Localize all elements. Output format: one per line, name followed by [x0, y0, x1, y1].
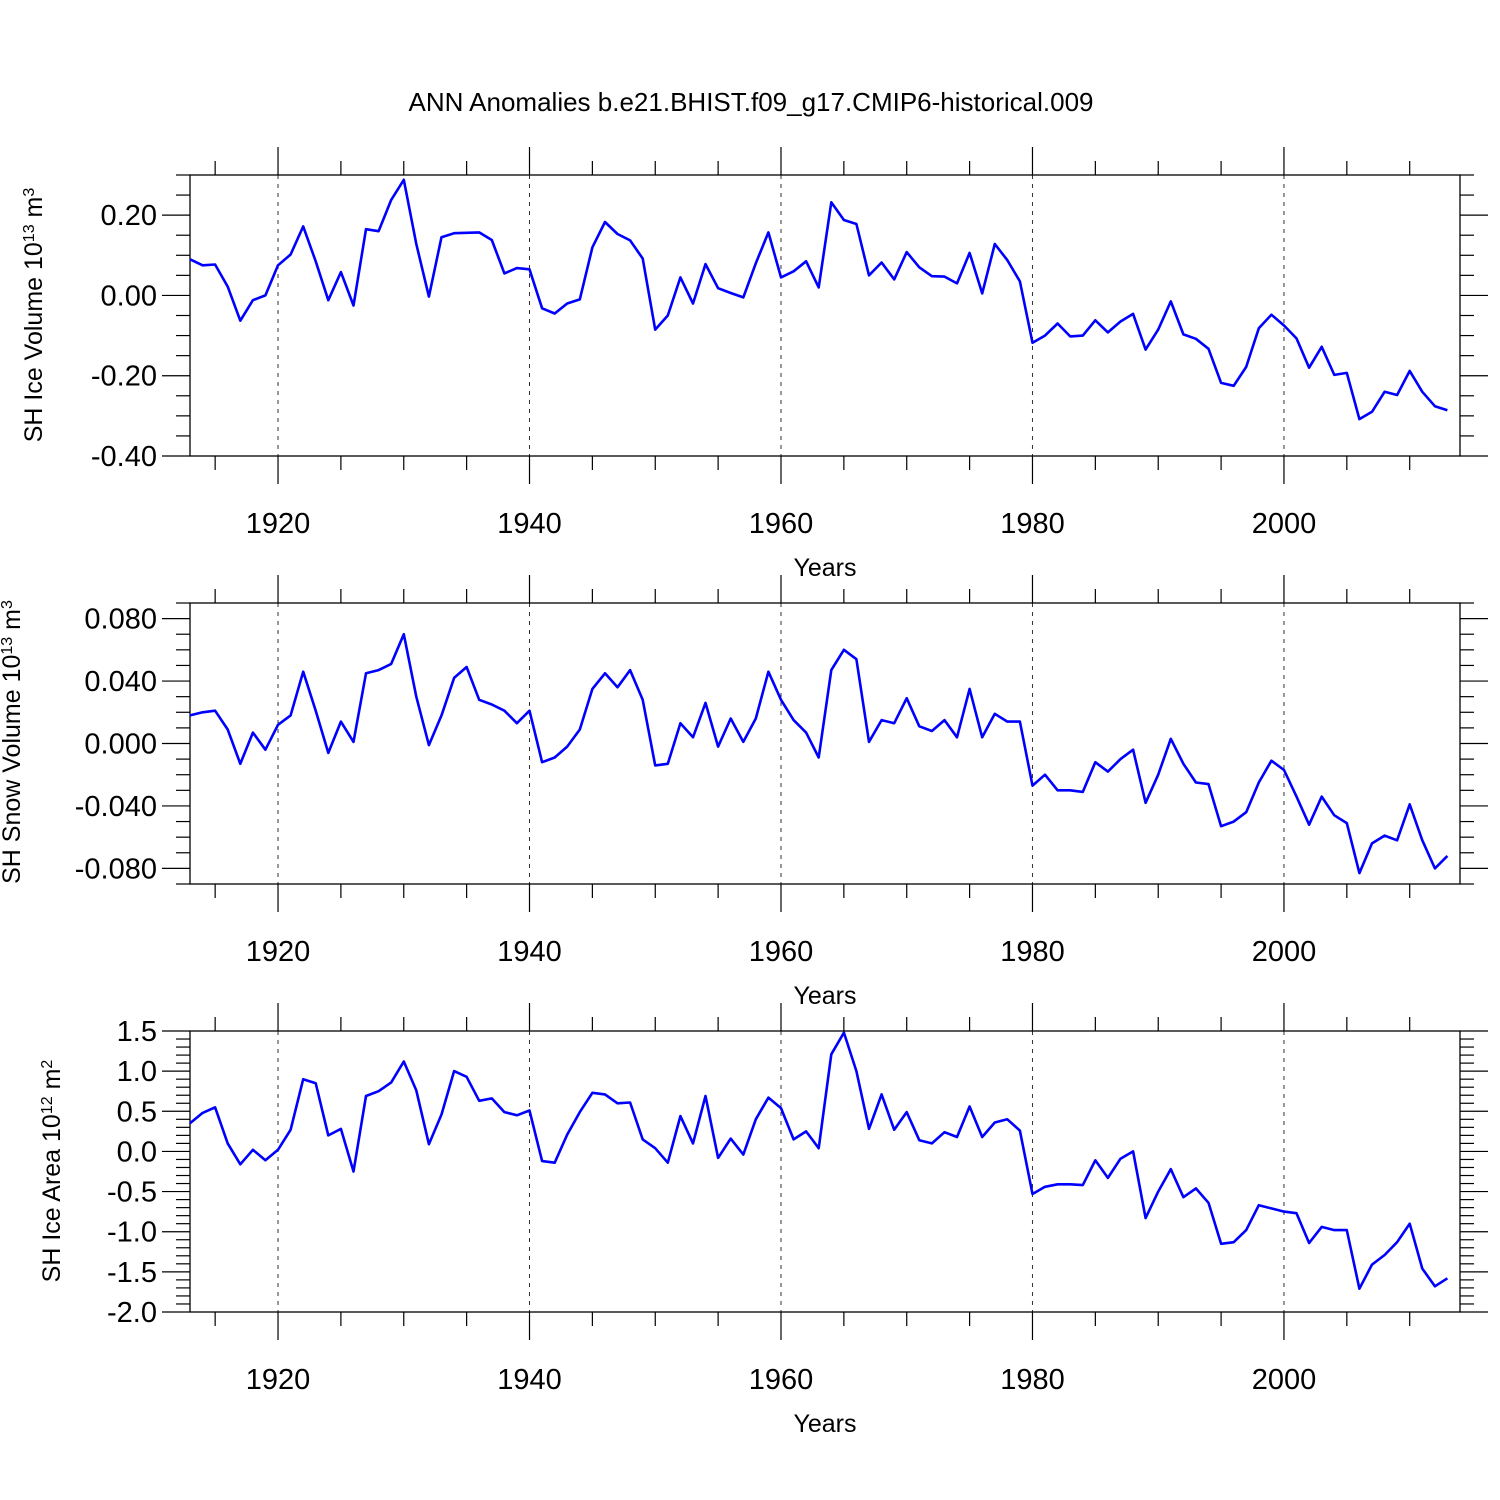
- y-tick-label: 1.0: [117, 1056, 157, 1088]
- chart-title: ANN Anomalies b.e21.BHIST.f09_g17.CMIP6-…: [408, 87, 1093, 117]
- panel-snow-volume: SH Snow Volume 1013 m3 Years -0.080 -0.04…: [0, 575, 1488, 1010]
- y-tick-label: -0.040: [75, 791, 157, 823]
- x-tick-label: 1920: [246, 1364, 311, 1396]
- y-axis-label-exponent: 13: [0, 637, 16, 655]
- x-axis-label: Years: [793, 554, 856, 582]
- y-axis-label: SH Ice Area 1012 m2: [38, 1060, 66, 1283]
- y-axis-label-unit: m: [0, 609, 26, 637]
- y-tick-label: 0.080: [84, 604, 157, 636]
- x-tick-label: 1980: [1000, 936, 1065, 968]
- x-tick-label: 1940: [497, 508, 562, 540]
- y-tick-label: 1.5: [117, 1016, 157, 1048]
- plot-frame: [189, 602, 1461, 885]
- panel-ice-volume: SH Ice Volume 1013 m3 Years -0.40 -0.20 0.…: [20, 147, 1488, 582]
- y-tick-label: -1.5: [107, 1257, 157, 1289]
- x-tick-label: 2000: [1252, 936, 1317, 968]
- plot-frame: [189, 1030, 1461, 1313]
- x-tick-label: 1920: [246, 508, 311, 540]
- x-tick-label: 1940: [497, 1364, 562, 1396]
- y-tick-label: 0.000: [84, 729, 157, 761]
- x-tick-label: 2000: [1252, 1364, 1317, 1396]
- x-tick-label: 1980: [1000, 508, 1065, 540]
- series-line: [189, 632, 1449, 875]
- x-tick-label: 1920: [246, 936, 311, 968]
- y-axis-label-exponent: 12: [39, 1096, 56, 1114]
- y-axis-label-text: SH Ice Volume 10: [20, 242, 48, 442]
- y-tick-label: -1.0: [107, 1217, 157, 1249]
- y-tick-label: -0.40: [91, 441, 157, 473]
- x-tick-label: 1980: [1000, 1364, 1065, 1396]
- x-tick-label: 1960: [749, 508, 814, 540]
- y-axis-label-unit-exponent: 3: [0, 600, 16, 609]
- x-tick-label: 2000: [1252, 508, 1317, 540]
- panel-ice-area: SH Ice Area 1012 m2 Years -2.0 -1.5 -1.0 -0…: [38, 1003, 1488, 1438]
- y-axis-label-exponent: 13: [21, 224, 38, 242]
- y-axis-label-unit-exponent: 2: [39, 1060, 56, 1069]
- y-axis-label-text: SH Ice Area 10: [38, 1114, 66, 1282]
- series-line: [189, 178, 1448, 421]
- y-tick-label: -0.20: [91, 361, 157, 393]
- x-axis-label: Years: [793, 982, 856, 1010]
- y-tick-label: 0.040: [84, 666, 157, 698]
- y-tick-label: -0.080: [75, 853, 157, 885]
- x-tick-label: 1960: [749, 936, 814, 968]
- y-axis-label: SH Snow Volume 1013 m3: [0, 600, 26, 884]
- y-tick-label: 0.20: [101, 200, 157, 232]
- y-axis-label-unit: m: [38, 1069, 66, 1097]
- y-tick-label: -0.5: [107, 1177, 157, 1209]
- y-tick-label: -2.0: [107, 1297, 157, 1329]
- y-tick-label: 0.5: [117, 1096, 157, 1128]
- x-axis-label: Years: [793, 1410, 856, 1438]
- x-tick-label: 1960: [749, 1364, 814, 1396]
- y-tick-label: 0.00: [101, 280, 157, 312]
- y-tick-label: 0.0: [117, 1136, 157, 1168]
- series-line: [189, 1031, 1449, 1290]
- x-tick-label: 1940: [497, 936, 562, 968]
- y-axis-label: SH Ice Volume 1013 m3: [20, 188, 48, 443]
- y-axis-label-unit-exponent: 3: [21, 188, 38, 197]
- y-axis-label-unit: m: [20, 197, 48, 225]
- y-axis-label-text: SH Snow Volume 10: [0, 655, 26, 884]
